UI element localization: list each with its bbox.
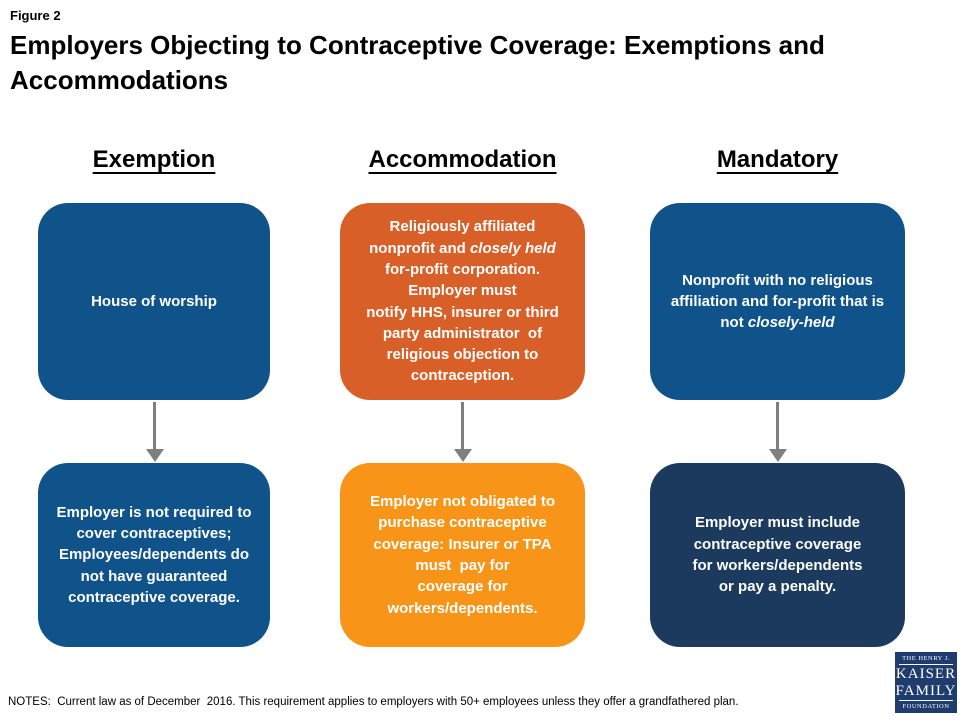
down-arrow-accommodation <box>461 402 464 450</box>
accommodation-top-box: Religiously affiliated nonprofit and clos… <box>340 203 585 400</box>
column-header-mandatory: Mandatory <box>716 146 839 173</box>
logo-line-henry: THE HENRY J. <box>899 655 953 665</box>
mandatory-bottom-box: Employer must include contraceptive cover… <box>650 463 905 647</box>
kaiser-family-foundation-logo: THE HENRY J. KAISER FAMILY FOUNDATION <box>895 652 957 713</box>
page-title: Employers Objecting to Contraceptive Cov… <box>10 30 825 96</box>
mandatory-top-box: Nonprofit with no religious affiliation a… <box>650 203 905 400</box>
column-header-exemption: Exemption <box>92 146 216 173</box>
exemption-top-box: House of worship <box>38 203 270 400</box>
down-arrow-mandatory <box>776 402 779 450</box>
column-header-accommodation: Accommodation <box>368 146 557 173</box>
down-arrow-exemption <box>153 402 156 450</box>
notes-text: NOTES: Current law as of December 2016. … <box>8 696 739 708</box>
figure-label: Figure 2 <box>10 8 61 23</box>
accommodation-bottom-box: Employer not obligated to purchase contra… <box>340 463 585 647</box>
logo-line-family: FAMILY <box>895 682 957 699</box>
exemption-bottom-box: Employer is not required to cover contrac… <box>38 463 270 647</box>
logo-line-foundation: FOUNDATION <box>899 700 953 710</box>
logo-line-kaiser: KAISER <box>895 666 957 682</box>
